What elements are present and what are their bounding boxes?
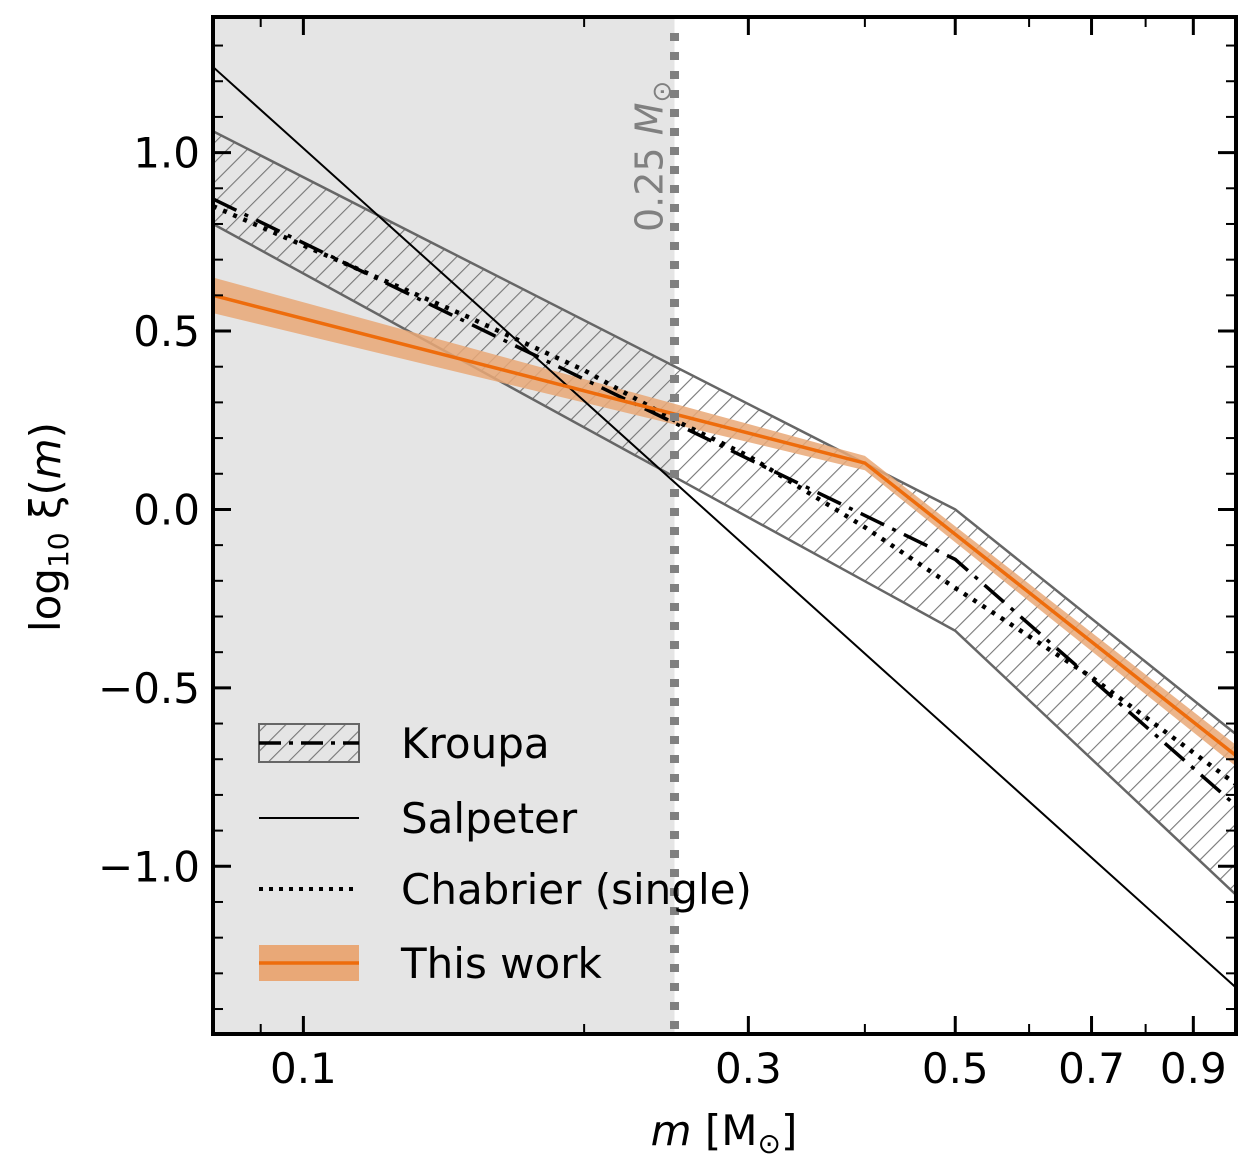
chabrier-single-line: [213, 204, 1236, 787]
legend-item-kroupa: Kroupa: [258, 719, 550, 768]
x-tick-label: 0.7: [1058, 1044, 1125, 1093]
this-work-band: [213, 277, 1236, 767]
plot-area: [213, 17, 1236, 1034]
x-tick-label: 0.5: [922, 1044, 989, 1093]
y-tick-label: 0.0: [133, 485, 200, 534]
legend-item-this-work: This work: [259, 939, 602, 988]
legend-label-kroupa: Kroupa: [401, 719, 550, 768]
y-axis-label: log10 ξ(m): [21, 422, 75, 632]
legend: Kroupa Salpeter Chabrier (single) This w…: [258, 719, 752, 988]
legend-label-this-work: This work: [400, 939, 602, 988]
y-tick-label: −1.0: [98, 842, 200, 891]
legend-label-salpeter: Salpeter: [401, 794, 578, 843]
x-axis-label: m [M⊙]: [651, 1106, 798, 1160]
x-tick-label: 0.9: [1160, 1044, 1227, 1093]
x-tick-label: 0.1: [270, 1044, 337, 1093]
mass-threshold-label: 0.25 M⊙: [628, 81, 678, 232]
plot-frame: [211, 15, 1238, 1036]
legend-item-salpeter: Salpeter: [259, 794, 578, 843]
y-tick-label: 1.0: [133, 129, 200, 178]
kroupa-band: [213, 129, 1236, 897]
legend-label-chabrier: Chabrier (single): [401, 865, 752, 914]
kroupa-line: [213, 197, 1236, 807]
y-tick-label: −0.5: [98, 664, 200, 713]
salpeter-line: [213, 66, 1236, 989]
this-work-line: [213, 293, 1236, 758]
x-tick-label: 0.3: [715, 1044, 782, 1093]
legend-item-chabrier: Chabrier (single): [259, 865, 752, 914]
y-tick-label: 0.5: [133, 307, 200, 356]
